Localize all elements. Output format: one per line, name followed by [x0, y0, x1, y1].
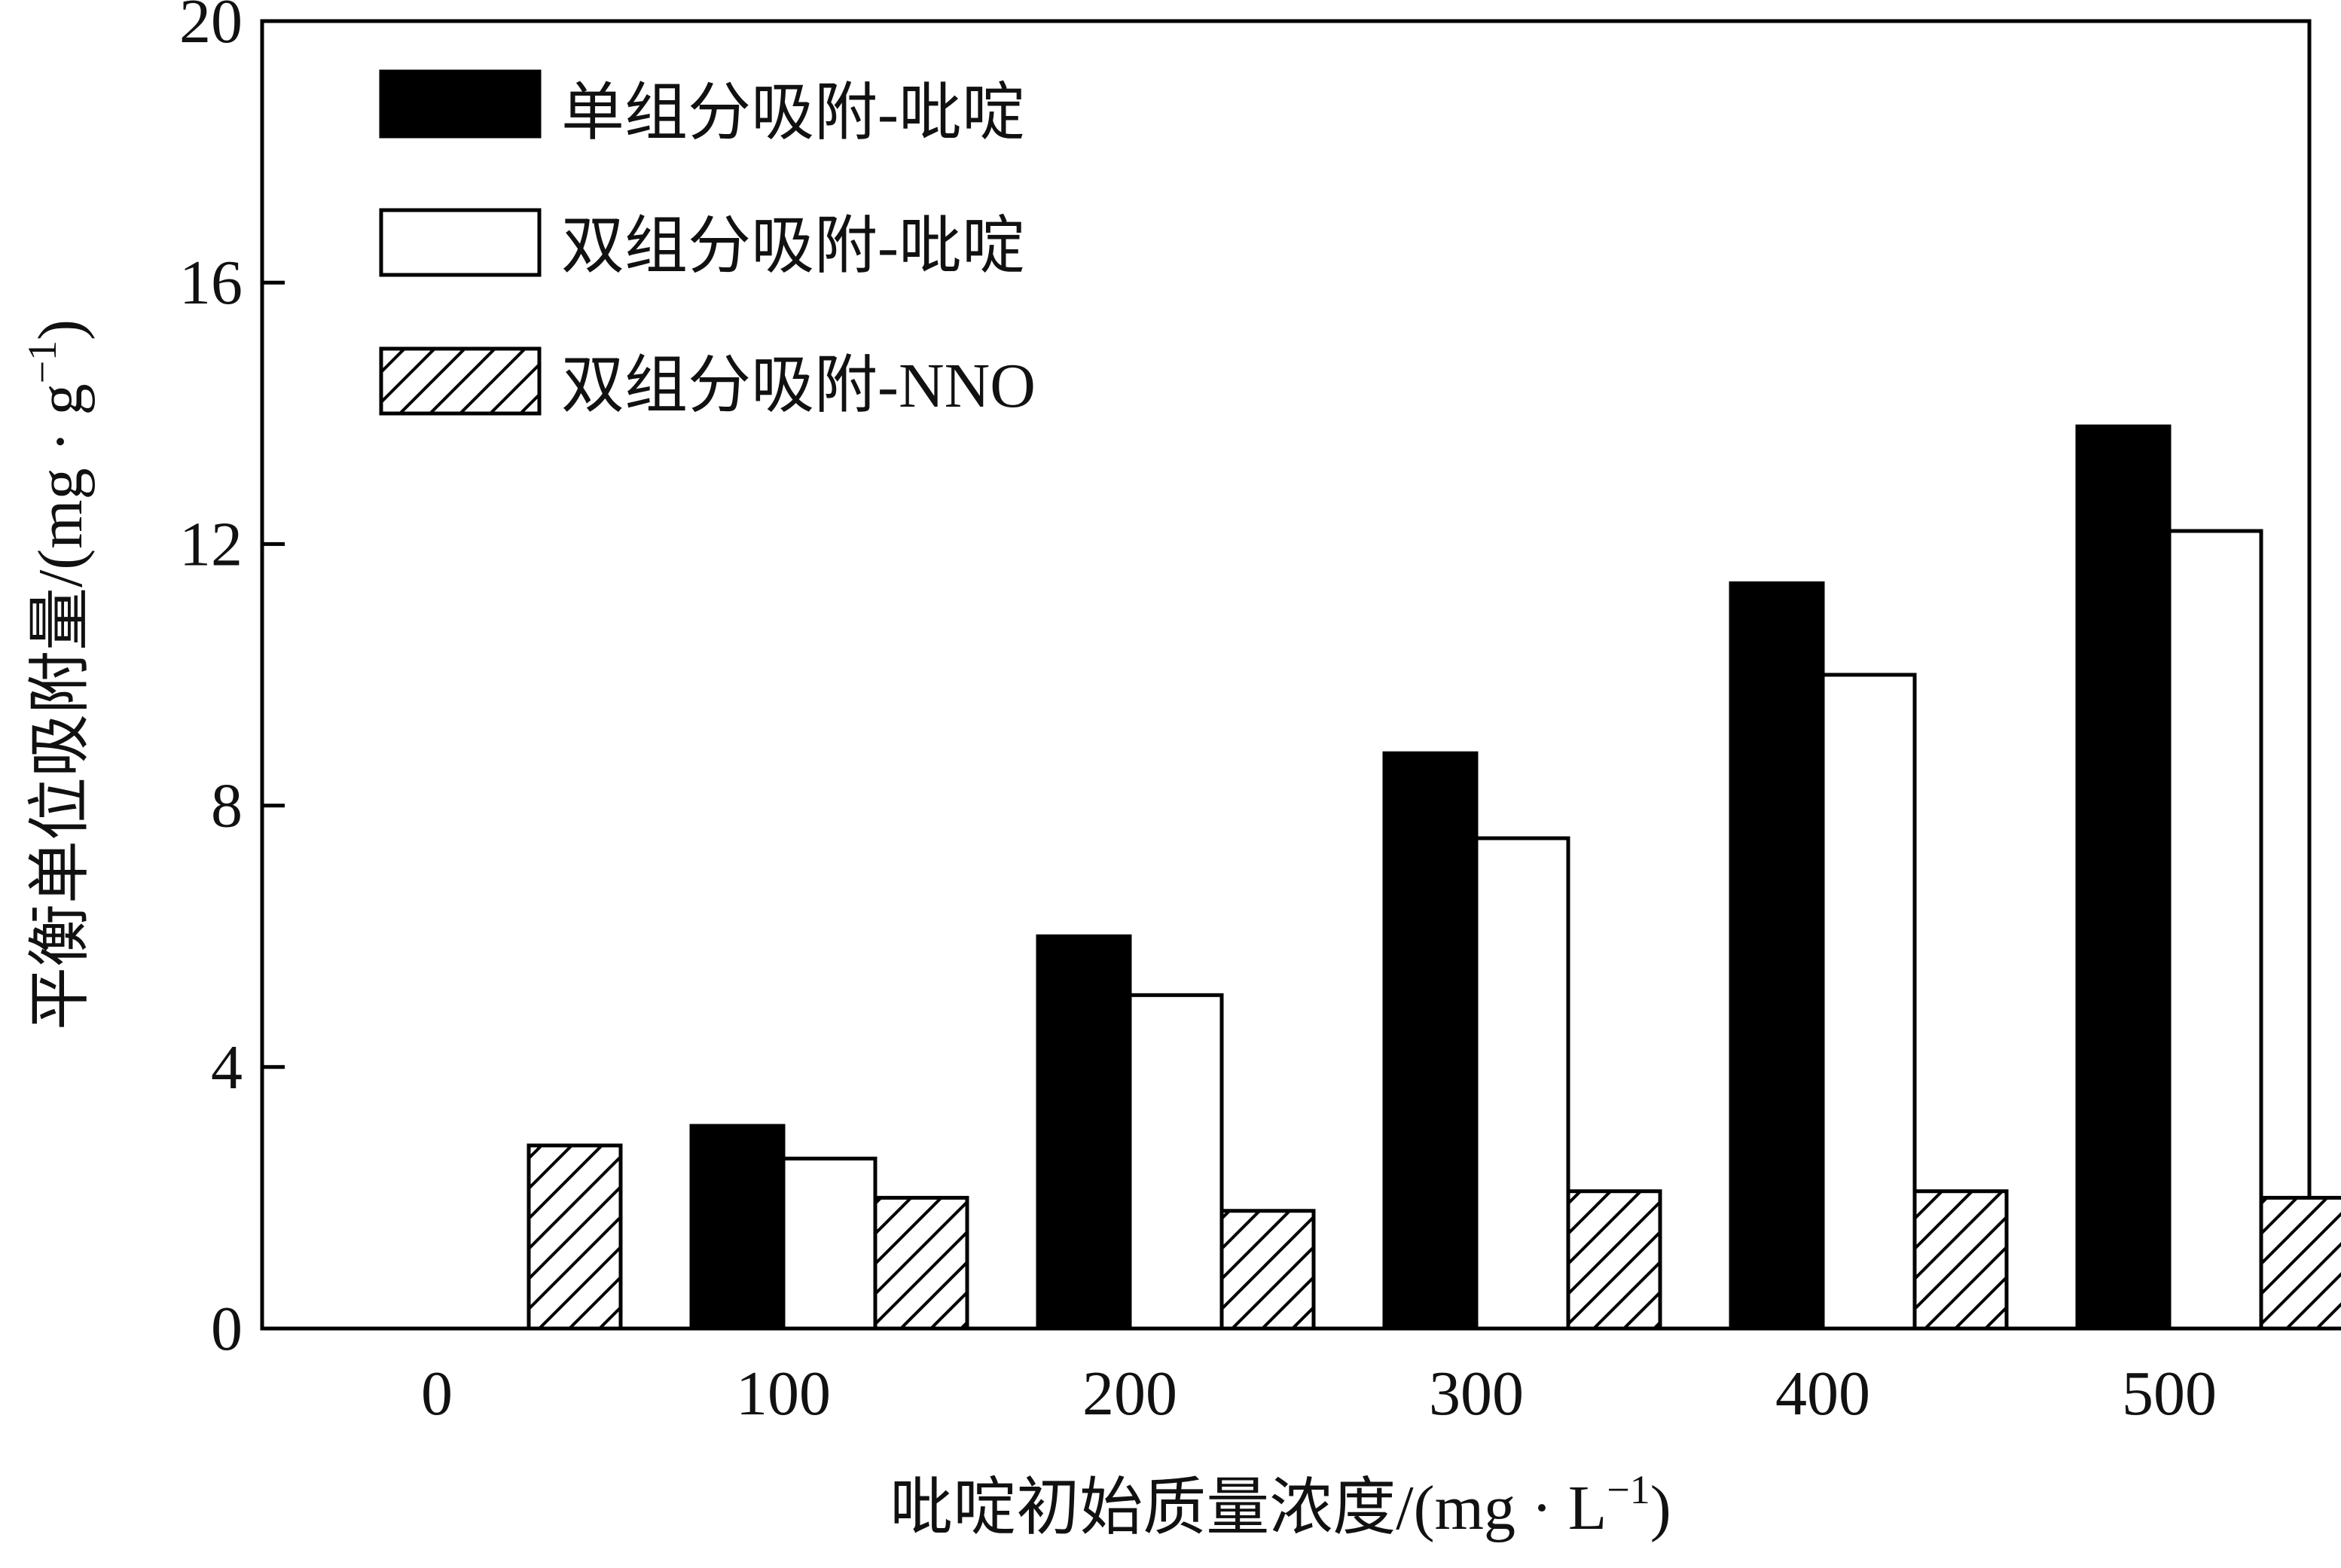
bar-series-1-300 [1382, 751, 1479, 1331]
bar-series-3-300 [1566, 1189, 1662, 1331]
bar-series-1-400 [1729, 581, 1825, 1331]
x-axis-title: 吡啶初始质量浓度/(mg · L−1) [890, 1467, 1671, 1543]
legend-label-series-1: 单组分吸附-吡啶 [561, 78, 1025, 148]
legend: 单组分吸附-吡啶 双组分吸附-吡啶 双组分吸附-NNO [379, 69, 1036, 421]
legend-swatch-series-2 [379, 208, 542, 277]
bar-series-2-200 [1128, 993, 1224, 1331]
y-tick-label: 4 [211, 1033, 243, 1103]
bar-series-1-500 [2075, 424, 2172, 1331]
legend-label-series-2: 双组分吸附-吡啶 [561, 212, 1025, 282]
legend-label-series-3: 双组分吸附-NNO [561, 351, 1036, 421]
x-axis-title-superscript: −1 [1607, 1467, 1650, 1512]
legend-swatch-series-3 [379, 346, 542, 416]
bar-series-3-500 [2259, 1195, 2341, 1331]
y-tick-label: 20 [179, 0, 243, 56]
x-tick-label: 400 [1775, 1359, 1870, 1429]
bars [526, 424, 2341, 1331]
bar-series-3-100 [873, 1195, 969, 1331]
x-tick-label: 500 [2122, 1359, 2217, 1429]
y-axis-title: 平衡单位吸附量/(mg · g−1) [20, 319, 96, 1030]
bar-series-3-200 [1219, 1209, 1316, 1331]
y-tick-label: 12 [179, 509, 243, 579]
x-tick-label: 200 [1082, 1359, 1177, 1429]
bar-series-3-0 [526, 1143, 623, 1331]
bar-series-2-100 [781, 1156, 877, 1331]
y-tick-label: 0 [211, 1294, 243, 1364]
y-axis-title-end: ) [26, 319, 96, 340]
y-axis-title-superscript: −1 [20, 340, 65, 383]
x-axis-ticks: 0 100 200 300 400 500 [421, 1359, 2217, 1429]
y-tick-label: 16 [179, 248, 243, 318]
x-axis-title-end: ) [1650, 1473, 1671, 1543]
y-axis-ticks: 0 4 8 12 16 20 [179, 0, 285, 1364]
y-tick-label: 8 [211, 771, 243, 841]
legend-swatch-series-1 [379, 69, 542, 139]
bar-series-3-400 [1912, 1189, 2009, 1331]
bar-series-1-100 [689, 1124, 786, 1331]
x-tick-label: 0 [421, 1359, 453, 1429]
bar-series-2-400 [1821, 673, 1917, 1331]
bar-series-1-200 [1036, 934, 1132, 1331]
bar-series-2-500 [2167, 529, 2263, 1331]
x-tick-label: 300 [1429, 1359, 1524, 1429]
x-tick-label: 100 [736, 1359, 831, 1429]
bar-series-2-300 [1474, 836, 1570, 1331]
